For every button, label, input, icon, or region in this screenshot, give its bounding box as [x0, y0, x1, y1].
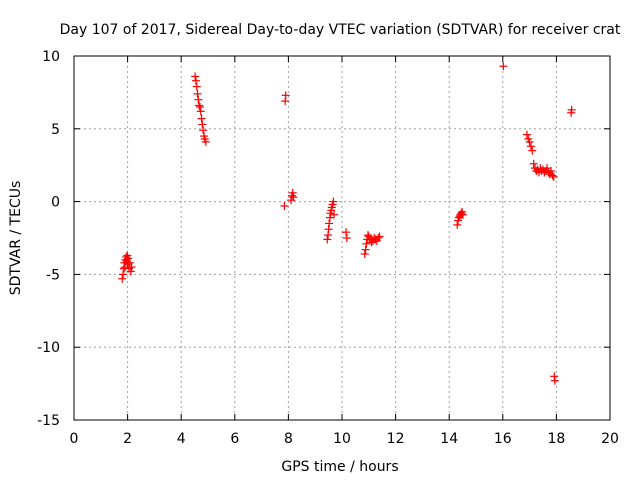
- y-tick-label: 0: [51, 195, 60, 211]
- data-point: [362, 239, 371, 248]
- y-tick-label: -15: [37, 413, 60, 429]
- grid: [74, 56, 610, 420]
- data-point: [199, 126, 208, 135]
- data-point: [528, 146, 537, 155]
- x-tick-label: 4: [177, 431, 186, 447]
- data-point: [342, 228, 351, 237]
- data-point: [529, 159, 538, 168]
- data-point: [126, 267, 135, 276]
- data-point: [127, 263, 136, 272]
- x-tick-label: 16: [494, 431, 512, 447]
- data-point: [195, 101, 204, 110]
- data-point: [193, 89, 202, 98]
- data-point: [195, 102, 204, 111]
- data-point: [367, 238, 376, 247]
- data-point: [288, 188, 297, 197]
- data-point: [280, 201, 289, 210]
- x-axis-label: GPS time / hours: [281, 459, 398, 475]
- x-tick-label: 10: [333, 431, 351, 447]
- data-point: [453, 220, 462, 229]
- data-point: [342, 234, 351, 242]
- data-point: [201, 137, 210, 146]
- data-point: [457, 209, 466, 218]
- data-point: [191, 72, 200, 81]
- data-point: [323, 235, 332, 244]
- y-tick-label: -5: [46, 267, 60, 283]
- y-axis-label: SDTVAR / TECUs: [8, 181, 24, 296]
- data-point: [543, 164, 552, 173]
- x-tick-label: 6: [230, 431, 239, 447]
- data-point: [550, 376, 559, 385]
- data-point: [118, 274, 127, 283]
- data-point: [360, 250, 369, 259]
- x-tick-label: 8: [284, 431, 293, 447]
- y-tick-label: 5: [51, 122, 60, 138]
- data-point: [567, 105, 576, 114]
- y-tick-labels: -15 -10 -5 0 5 10: [37, 49, 60, 429]
- data-point: [329, 210, 338, 219]
- data-point: [194, 95, 203, 104]
- data-point: [526, 142, 535, 151]
- data-point: [119, 270, 128, 279]
- data-point: [525, 137, 534, 146]
- axis-ticks: [73, 55, 611, 421]
- x-tick-label: 14: [440, 431, 458, 447]
- data-point: [363, 231, 372, 240]
- data-point: [281, 91, 290, 100]
- y-tick-label: -10: [37, 340, 60, 356]
- data-point: [125, 258, 134, 267]
- data-point: [192, 82, 201, 91]
- data-point: [329, 197, 338, 206]
- y-tick-label: 10: [42, 49, 60, 65]
- data-point: [375, 232, 384, 241]
- x-tick-label: 0: [70, 431, 79, 447]
- data-point: [191, 76, 200, 85]
- data-point: [522, 130, 531, 139]
- data-point: [124, 254, 133, 263]
- data-points: [118, 62, 576, 385]
- x-tick-label: 20: [601, 431, 619, 447]
- data-point: [374, 234, 383, 242]
- x-tick-label: 12: [387, 431, 405, 447]
- chart-title: Day 107 of 2017, Sidereal Day-to-day VTE…: [60, 22, 621, 38]
- data-point: [549, 172, 558, 181]
- data-point: [196, 107, 205, 116]
- data-point: [499, 62, 508, 71]
- x-tick-labels: 0 2 4 6 8 10 12 14 16 18 20: [70, 431, 619, 447]
- data-point: [547, 167, 556, 176]
- data-point: [458, 210, 467, 219]
- data-point: [197, 114, 206, 123]
- data-point: [198, 120, 207, 129]
- data-point: [325, 219, 334, 228]
- x-tick-label: 18: [547, 431, 565, 447]
- data-point: [361, 245, 370, 254]
- x-tick-label: 2: [123, 431, 132, 447]
- data-point: [548, 171, 557, 180]
- data-point: [289, 193, 298, 202]
